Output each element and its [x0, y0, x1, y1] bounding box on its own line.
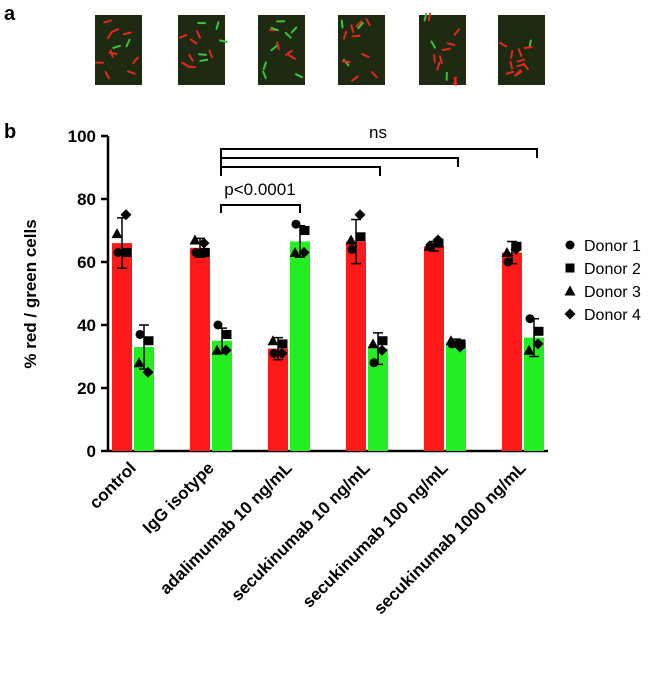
panel-label: a	[4, 3, 16, 25]
cell	[511, 51, 512, 58]
donor-point	[223, 330, 232, 339]
donor-point	[346, 234, 357, 244]
donor-point	[348, 245, 357, 254]
annotation: ns	[369, 123, 387, 142]
y-tick-label: 60	[77, 253, 96, 272]
panel-label: b	[4, 121, 16, 143]
bar	[268, 349, 288, 451]
donor-point	[502, 247, 513, 257]
donor-point	[379, 336, 388, 345]
bar	[212, 341, 232, 451]
legend-marker	[566, 241, 575, 250]
y-tick-label: 20	[77, 379, 96, 398]
y-tick-label: 40	[77, 316, 96, 335]
legend-label: Donor 1	[584, 238, 641, 255]
legend-marker	[566, 264, 575, 273]
donor-point	[370, 358, 379, 367]
y-tick-label: 0	[87, 442, 96, 461]
cell	[110, 53, 117, 54]
donor-point	[355, 209, 366, 220]
donor-point	[114, 248, 123, 257]
donor-point	[504, 258, 513, 267]
cell	[200, 60, 207, 61]
donor-point	[112, 228, 123, 238]
cell	[429, 14, 430, 21]
donor-point	[214, 321, 223, 330]
donor-point	[123, 248, 132, 257]
y-tick-label: 80	[77, 190, 96, 209]
cell	[342, 21, 343, 28]
bar	[446, 342, 466, 451]
donor-point	[446, 335, 457, 345]
x-tick-label: secukinumab 1000 ng/mL	[370, 458, 530, 618]
cell	[455, 78, 456, 85]
cell	[443, 49, 450, 50]
donor-point	[268, 335, 279, 345]
cell	[353, 36, 360, 37]
legend-label: Donor 3	[584, 284, 641, 301]
cell	[199, 54, 206, 55]
legend-label: Donor 4	[584, 307, 641, 324]
donor-point	[201, 248, 210, 257]
donor-point	[368, 338, 379, 348]
bracket	[221, 167, 380, 176]
x-tick-label: control	[86, 458, 140, 512]
donor-point	[279, 339, 288, 348]
x-tick-label: IgG isotype	[139, 458, 218, 537]
cell	[343, 61, 350, 62]
x-tick-label: secukinumab 10 ng/mL	[227, 458, 373, 604]
bar	[346, 242, 366, 451]
donor-point	[535, 327, 544, 336]
annotation: p<0.0001	[224, 180, 295, 199]
donor-point	[292, 220, 301, 229]
y-axis-label: % red / green cells	[21, 219, 40, 368]
bar	[190, 248, 210, 451]
image-tile	[498, 15, 545, 85]
bar	[290, 242, 310, 451]
donor-point	[301, 226, 310, 235]
x-tick-label: adalimumab 10 ng/mL	[156, 458, 296, 598]
cell	[525, 47, 532, 48]
donor-point	[136, 330, 145, 339]
legend-label: Donor 2	[584, 261, 641, 278]
bar	[502, 253, 522, 451]
bracket	[221, 158, 458, 167]
microscopy-images	[95, 14, 545, 85]
donor-point	[192, 248, 201, 257]
legend-marker	[565, 309, 576, 320]
donor-point	[357, 232, 366, 241]
bracket	[221, 205, 300, 213]
bar	[112, 243, 132, 451]
donor-point	[145, 336, 154, 345]
donor-point	[526, 314, 535, 323]
bar	[424, 246, 444, 451]
y-tick-label: 100	[68, 127, 96, 146]
legend-marker	[565, 286, 576, 296]
x-tick-label: secukinumab 100 ng/mL	[299, 458, 452, 611]
